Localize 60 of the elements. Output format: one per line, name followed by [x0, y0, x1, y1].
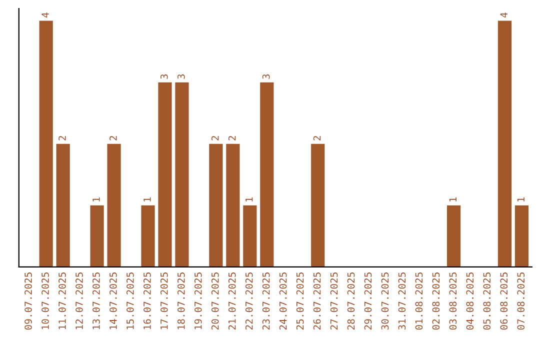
data-label: 2 — [211, 136, 219, 140]
bar — [243, 205, 257, 267]
x-tick-label: 24.07.2025 — [279, 272, 287, 330]
x-tick-label: 25.07.2025 — [296, 272, 304, 330]
data-label: 3 — [262, 74, 270, 79]
bar — [90, 205, 104, 267]
data-label: 2 — [58, 136, 66, 140]
x-tick-label: 21.07.2025 — [228, 272, 236, 330]
bar — [175, 82, 189, 267]
bar — [514, 205, 529, 267]
x-tick-label: 06.08.2025 — [500, 272, 508, 330]
x-tick-label: 28.07.2025 — [347, 272, 355, 330]
x-tick-label: 30.07.2025 — [381, 272, 389, 330]
x-tick-label: 31.07.2025 — [398, 272, 406, 330]
x-tick-label: 07.08.2025 — [517, 272, 525, 330]
x-tick-label: 15.07.2025 — [126, 272, 134, 330]
x-tick-label: 11.07.2025 — [58, 272, 66, 330]
x-tick-label: 19.07.2025 — [194, 272, 202, 330]
x-tick-label: 03.08.2025 — [449, 272, 457, 330]
data-label: 1 — [92, 197, 100, 202]
bar — [209, 144, 223, 267]
x-tick-label: 20.07.2025 — [211, 272, 219, 330]
x-tick-label: 02.08.2025 — [432, 272, 440, 330]
data-label: 4 — [500, 12, 508, 18]
x-tick-label: 17.07.2025 — [160, 272, 168, 330]
data-label: 1 — [246, 197, 253, 202]
x-tick-label: 10.07.2025 — [42, 272, 49, 330]
x-tick-label: 13.07.2025 — [92, 272, 100, 330]
data-label: 3 — [160, 74, 168, 79]
x-tick-label: 04.08.2025 — [466, 272, 474, 330]
x-tick-label: 16.07.2025 — [143, 272, 151, 330]
bar — [56, 144, 70, 267]
data-label: 2 — [313, 136, 321, 140]
x-tick-label: 22.07.2025 — [245, 272, 253, 330]
data-label: 1 — [517, 197, 524, 202]
bar — [107, 144, 121, 267]
bar — [260, 82, 274, 267]
bar — [158, 82, 172, 267]
x-tick-label: 05.08.2025 — [483, 272, 491, 330]
x-tick-label: 14.07.2025 — [110, 272, 117, 330]
x-tick-label: 09.07.2025 — [24, 272, 32, 330]
data-label: 1 — [144, 197, 151, 202]
x-tick-label: 29.07.2025 — [364, 272, 372, 330]
x-tick-label: 26.07.2025 — [313, 272, 321, 330]
x-tick-label: 18.07.2025 — [177, 272, 185, 330]
bar — [226, 144, 240, 267]
data-label: 2 — [110, 136, 117, 140]
x-tick-label: 23.07.2025 — [262, 272, 270, 330]
data-label: 1 — [449, 197, 456, 202]
x-tick-label: 27.07.2025 — [330, 272, 338, 330]
bar — [39, 20, 53, 267]
data-label: 2 — [228, 136, 236, 140]
bar — [311, 144, 325, 267]
data-label: 3 — [177, 74, 185, 79]
bar — [446, 205, 461, 267]
x-tick-label: 12.07.2025 — [76, 272, 83, 330]
bar — [498, 20, 512, 267]
x-tick-label: 01.08.2025 — [415, 272, 423, 330]
data-label: 4 — [42, 12, 49, 18]
bar — [141, 205, 155, 267]
